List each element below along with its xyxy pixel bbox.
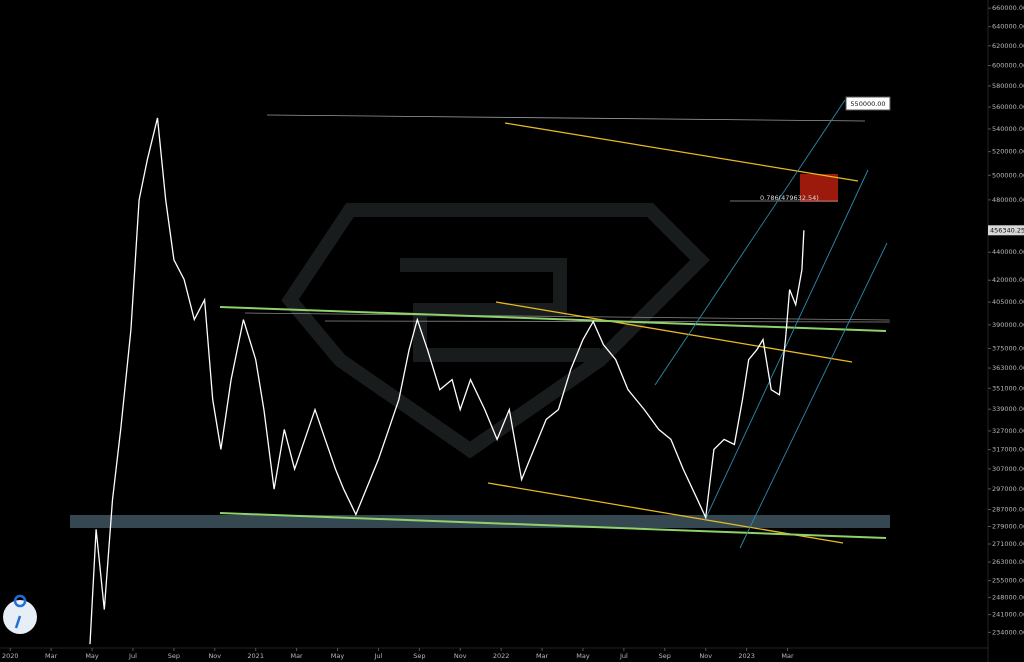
channel-line	[704, 169, 869, 521]
x-tick-label: 2022	[493, 652, 510, 660]
x-tick-label: Sep	[413, 652, 425, 660]
y-tick-label: 405000.00	[992, 298, 1024, 306]
label-box	[845, 96, 891, 111]
annotation: 550000.00	[850, 100, 885, 108]
y-tick-label: 263000.00	[992, 558, 1024, 566]
y-tick-label: 540000.00	[992, 125, 1024, 133]
trend-line	[504, 122, 859, 182]
drawings	[219, 99, 891, 549]
y-tick-label: 248000.00	[992, 593, 1024, 601]
y-tick-label: 660000.00	[992, 4, 1024, 12]
trend-line	[219, 512, 887, 539]
y-tick-label: 327000.00	[992, 427, 1024, 435]
y-tick-label: 375000.00	[992, 344, 1024, 352]
x-tick-label: Mar	[45, 652, 58, 660]
x-tick-label: Nov	[454, 652, 467, 660]
x-tick-label: Mar	[536, 652, 549, 660]
channel-line	[739, 242, 888, 549]
channel-line	[654, 99, 846, 386]
x-tick-label: Jul	[128, 652, 137, 660]
x-tick-label: Nov	[699, 652, 712, 660]
trend-line	[495, 301, 853, 363]
x-tick-label: Sep	[659, 652, 671, 660]
y-tick-label: 241000.00	[992, 611, 1024, 619]
y-tick-label: 287000.00	[992, 505, 1024, 513]
x-tick-label: Jul	[619, 652, 628, 660]
y-tick-label: 255000.00	[992, 577, 1024, 585]
level-line	[266, 114, 866, 122]
y-tick-label: 580000.00	[992, 82, 1024, 90]
x-tick-label: Jul	[374, 652, 383, 660]
y-tick-label: 600000.00	[992, 62, 1024, 70]
y-tick-label: 307000.00	[992, 465, 1024, 473]
y-tick-label: 420000.00	[992, 276, 1024, 284]
x-tick-label: Sep	[168, 652, 180, 660]
y-tick-label: 560000.00	[992, 103, 1024, 111]
y-tick-label: 390000.00	[992, 321, 1024, 329]
x-tick-label: 2020	[2, 652, 19, 660]
y-tick-label: 520000.00	[992, 148, 1024, 156]
level-line	[244, 312, 891, 321]
y-tick-label: 351000.00	[992, 384, 1024, 392]
trend-line	[487, 482, 844, 544]
y-tick-label: 339000.00	[992, 405, 1024, 413]
price-line	[89, 117, 805, 645]
trend-line	[219, 306, 887, 332]
x-tick-label: 2021	[247, 652, 264, 660]
x-tick-label: May	[576, 652, 590, 660]
x-tick-label: Mar	[781, 652, 794, 660]
y-tick-label: 271000.00	[992, 540, 1024, 548]
last-price-box	[988, 225, 1024, 236]
x-tick-label: May	[331, 652, 345, 660]
last-price-label: 456340.25	[990, 226, 1024, 234]
y-tick-label: 640000.00	[992, 23, 1024, 31]
x-tick-label: Nov	[208, 652, 221, 660]
target-zone	[800, 174, 838, 202]
y-tick-label: 279000.00	[992, 522, 1024, 530]
y-tick-label: 363000.00	[992, 364, 1024, 372]
y-tick-label: 317000.00	[992, 446, 1024, 454]
x-tick-label: Mar	[290, 652, 303, 660]
y-tick-label: 480000.00	[992, 196, 1024, 204]
y-tick-label: 297000.00	[992, 485, 1024, 493]
y-tick-label: 620000.00	[992, 42, 1024, 50]
y-tick-label: 234000.00	[992, 628, 1024, 636]
logo-mark	[13, 594, 27, 629]
y-tick-label: 500000.00	[992, 171, 1024, 179]
x-tick-label: 2023	[738, 652, 755, 660]
x-tick-label: May	[85, 652, 99, 660]
support-zone	[70, 515, 890, 528]
y-tick-label: 440000.00	[992, 248, 1024, 256]
annotation: 0.786(479632.54)	[760, 194, 819, 202]
